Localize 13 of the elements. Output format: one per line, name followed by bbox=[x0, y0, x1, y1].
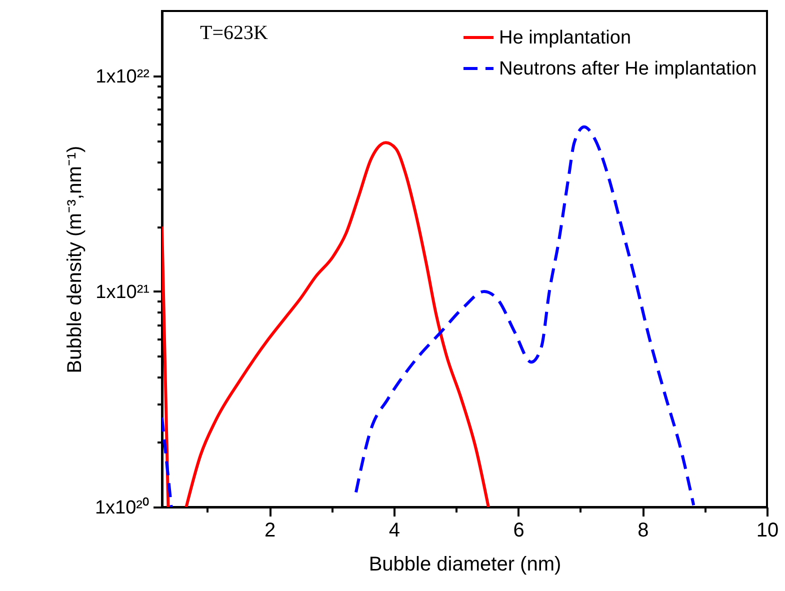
y-tick-label: 1x10²⁰ bbox=[94, 496, 150, 518]
annotation: T=623K bbox=[200, 22, 268, 44]
x-axis-title: Bubble diameter (nm) bbox=[368, 554, 562, 576]
x-tick-label: 4 bbox=[388, 520, 400, 542]
legend-label: Neutrons after He implantation bbox=[499, 58, 757, 80]
y-axis-title: Bubble density (m⁻³,nm⁻¹) bbox=[64, 146, 86, 374]
x-tick-label: 6 bbox=[513, 520, 524, 542]
y-tick-label: 1x10²² bbox=[96, 66, 150, 88]
y-tick-label: 1x10²¹ bbox=[96, 282, 150, 303]
x-tick-label: 2 bbox=[264, 520, 276, 542]
x-tick-label: 8 bbox=[638, 520, 649, 542]
legend-label: He implantation bbox=[499, 28, 632, 48]
x-tick-label: 10 bbox=[756, 520, 779, 542]
